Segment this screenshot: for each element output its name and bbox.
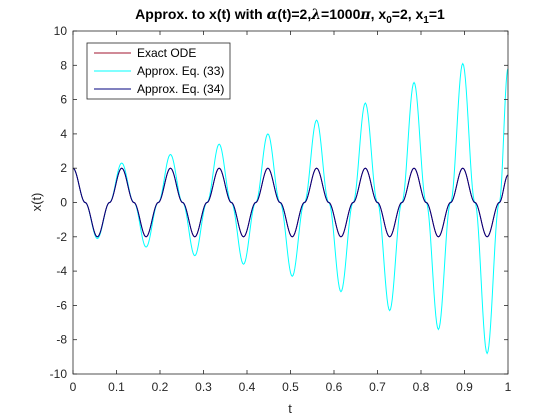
title-sub1: 1: [423, 15, 429, 26]
title-part-f: =1: [429, 6, 445, 22]
title-part-d: , x: [371, 6, 387, 22]
series-layer: [72, 62, 509, 355]
title-part-a: Approx. to x(t) with: [135, 6, 266, 22]
x-tick-label: 0: [70, 380, 77, 394]
x-tick-label: 0.3: [195, 380, 212, 394]
legend-label-exact: Exact ODE: [137, 46, 196, 60]
y-tick-label: 2: [60, 161, 67, 175]
x-tick-label: 0.7: [369, 380, 386, 394]
x-tick-label: 0.2: [152, 380, 169, 394]
title-lambda: λ: [310, 7, 321, 23]
legend: Exact ODE Approx. Eq. (33) Approx. Eq. (…: [86, 42, 231, 100]
y-tick-label: -10: [50, 367, 68, 381]
tick-layer: 0 0.1 0.2 0.3 0.4 0.5 0.6 0.7 0.8 0.9 1 10 8 6 4 2 0 -2 -4…: [50, 24, 512, 394]
y-tick-label: -6: [56, 298, 67, 312]
title-pi: π: [359, 7, 371, 23]
title-part-c: =1000: [321, 6, 361, 22]
title-sub0: 0: [386, 15, 392, 26]
x-axis-label: t: [288, 401, 292, 416]
series-line-approx-eq-34: [72, 167, 509, 238]
y-tick-label: -4: [56, 264, 67, 278]
x-tick-label: 0.9: [456, 380, 473, 394]
y-tick-label: 4: [60, 127, 67, 141]
y-tick-label: 6: [60, 93, 67, 107]
title-part-b: (t)=2,: [277, 6, 311, 22]
legend-label-eq34: Approx. Eq. (34): [137, 82, 224, 96]
y-tick-label: -8: [56, 333, 67, 347]
chart-title: Approx. to x(t) with α(t)=2,λ=1000π, x0=…: [135, 6, 445, 26]
x-tick-label: 0.6: [326, 380, 343, 394]
y-tick-label: 10: [54, 24, 68, 38]
series-line-approx-eq-33: [72, 62, 509, 355]
title-part-e: =2, x: [392, 6, 424, 22]
legend-label-eq33: Approx. Eq. (33): [137, 64, 224, 78]
y-tick-label: 8: [60, 58, 67, 72]
y-tick-label: -2: [56, 230, 67, 244]
x-tick-label: 0.4: [239, 380, 256, 394]
x-tick-label: 0.5: [282, 380, 299, 394]
y-tick-label: 0: [60, 196, 67, 210]
x-tick-label: 1: [505, 380, 512, 394]
title-alpha: α: [267, 7, 278, 23]
x-tick-label: 0.8: [413, 380, 430, 394]
y-axis-label: x(t): [29, 193, 44, 212]
x-tick-label: 0.1: [108, 380, 125, 394]
